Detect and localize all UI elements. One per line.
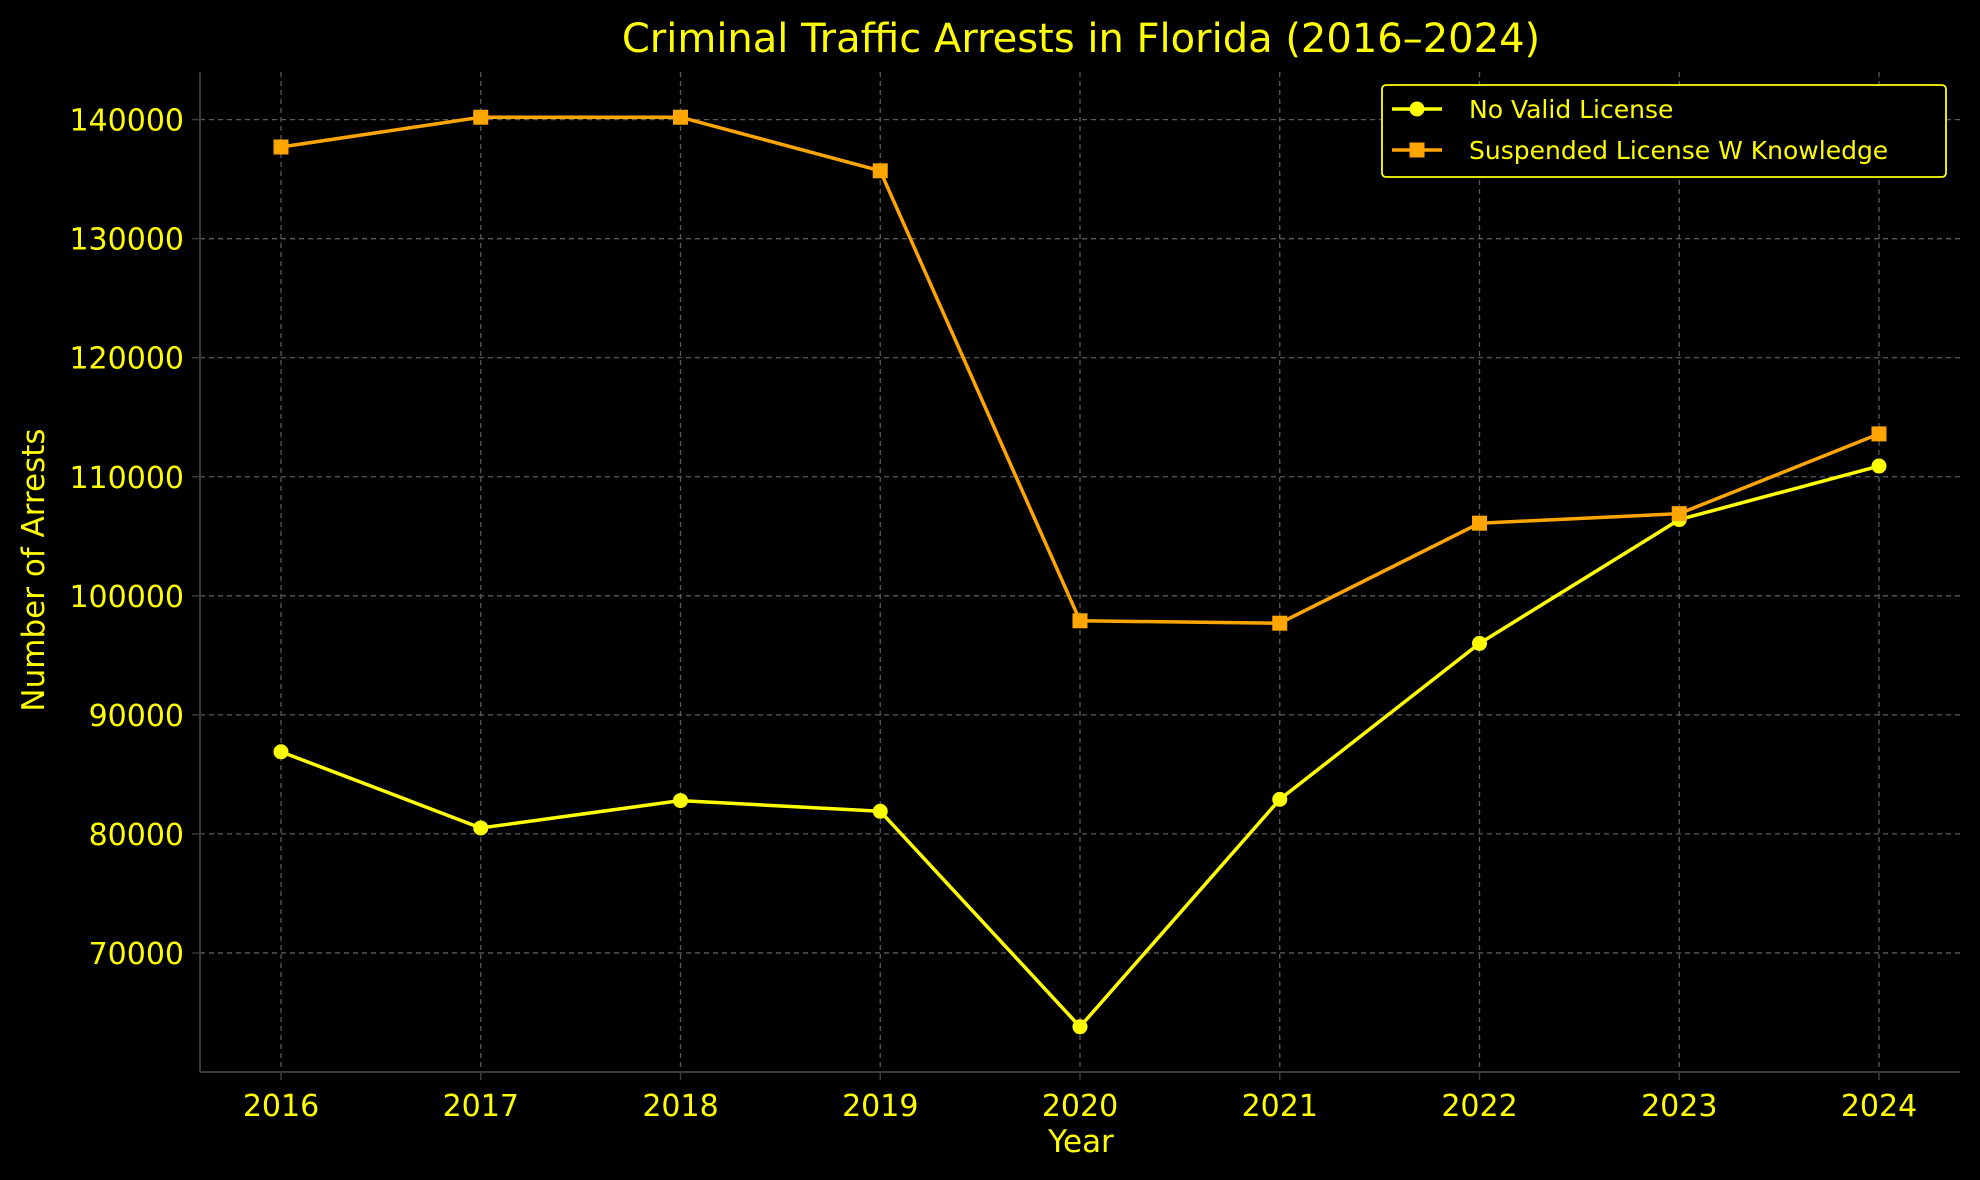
legend-entry: Suspended License W Knowledge xyxy=(1392,136,1888,165)
data-point xyxy=(1072,1019,1088,1035)
x-tick-label: 2022 xyxy=(1441,1089,1517,1124)
y-tick-label: 100000 xyxy=(69,580,184,615)
y-tick-label: 70000 xyxy=(89,937,184,972)
x-tick-label: 2024 xyxy=(1841,1089,1917,1124)
y-tick-label: 140000 xyxy=(69,104,184,139)
legend-label: Suspended License W Knowledge xyxy=(1469,136,1888,165)
y-tick-label: 110000 xyxy=(69,461,184,496)
x-axis-label: Year xyxy=(1047,1124,1114,1160)
data-point xyxy=(872,803,888,819)
y-tick-label: 120000 xyxy=(69,342,184,377)
x-tick-label: 2017 xyxy=(443,1089,519,1124)
data-point xyxy=(872,163,888,179)
data-point xyxy=(1272,791,1288,807)
y-tick-label: 90000 xyxy=(89,699,184,734)
x-tick-label: 2016 xyxy=(243,1089,319,1124)
data-point xyxy=(1472,515,1487,531)
data-point xyxy=(273,744,289,760)
data-point xyxy=(1072,613,1088,629)
axes xyxy=(192,72,1960,1080)
grid xyxy=(200,72,1960,1072)
legend-label: No Valid License xyxy=(1469,95,1673,124)
legend-box xyxy=(1381,84,1947,178)
legend: No Valid License Suspended License W Know… xyxy=(1381,84,1947,178)
x-tick-label: 2021 xyxy=(1242,1089,1318,1124)
y-tick-label: 80000 xyxy=(89,818,184,853)
data-point xyxy=(273,139,289,155)
series-2 xyxy=(273,109,1887,631)
tick-labels: 2016 2017 2018 2019 2020 2021 2022 2023 2024 7000… xyxy=(69,104,1917,1124)
data-point xyxy=(1671,506,1687,522)
data-point xyxy=(673,793,688,809)
x-tick-label: 2018 xyxy=(642,1089,718,1124)
data-point xyxy=(1871,426,1887,442)
y-tick-label: 130000 xyxy=(69,223,184,258)
data-point xyxy=(673,109,688,125)
legend-entry: No Valid License xyxy=(1392,95,1673,124)
data-point xyxy=(1871,458,1887,474)
data-point xyxy=(1272,615,1288,631)
chart-title: Criminal Traffic Arrests in Florida (201… xyxy=(622,16,1540,62)
data-series xyxy=(273,109,1887,1035)
x-tick-label: 2019 xyxy=(842,1089,918,1124)
y-axis-label: Number of Arrests xyxy=(16,428,52,711)
data-point xyxy=(1472,635,1487,651)
legend-marker xyxy=(1409,142,1425,158)
x-tick-label: 2023 xyxy=(1641,1089,1717,1124)
x-tick-label: 2020 xyxy=(1042,1089,1118,1124)
data-point xyxy=(473,820,489,836)
data-point xyxy=(473,109,489,125)
legend-marker xyxy=(1409,101,1425,117)
